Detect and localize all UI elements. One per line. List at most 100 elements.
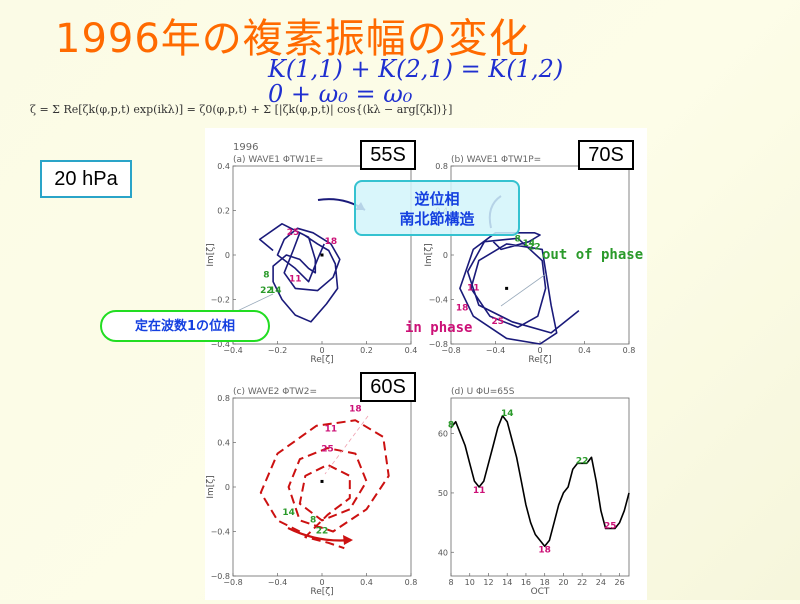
xlabel-1: Re[ζ] — [528, 355, 551, 365]
ytick-label-2-2: 0 — [225, 483, 230, 492]
xtick-label-3-0: 8 — [448, 578, 453, 587]
day-label-0-3: 8 — [263, 270, 269, 280]
xtick-label-1-0: −0.8 — [441, 346, 460, 355]
xtick-label-2-0: −0.8 — [223, 578, 242, 587]
day-label-3-5: 25 — [604, 522, 617, 532]
xtick-label-2-3: 0.4 — [360, 578, 373, 587]
callout-antiphase: 逆位相 南北節構造 — [354, 180, 520, 236]
ytick-label-2-4: 0.8 — [217, 394, 230, 403]
trajectory-line-2 — [259, 419, 390, 550]
xlabel-0: Re[ζ] — [310, 355, 333, 365]
xtick-label-3-5: 18 — [540, 578, 550, 587]
xtick-label-3-9: 26 — [615, 578, 625, 587]
in-phase-label: in phase — [405, 320, 473, 336]
day-label-1-1: 14 — [523, 239, 536, 249]
day-label-0-1: 18 — [325, 237, 338, 247]
xtick-label-3-4: 16 — [521, 578, 531, 587]
xtick-label-1-3: 0.4 — [578, 346, 591, 355]
day-label-3-1: 11 — [473, 486, 486, 496]
day-label-3-3: 18 — [538, 545, 551, 555]
plot-area: (a) WAVE1 ΦTW1E= 1996 −0.4 −0.2 0 0.2 0.4 −0.4−… — [205, 128, 647, 600]
xtick-label-2-2: 0 — [319, 578, 324, 587]
xtick-label-1-4: 0.8 — [623, 346, 636, 355]
center-marker-1 — [505, 286, 509, 290]
day-label-3-2: 14 — [501, 409, 514, 419]
xtick-label-0-1: −0.2 — [268, 346, 287, 355]
day-label-2-2: 25 — [321, 444, 334, 454]
ylabel-0: Im[ζ] — [206, 243, 216, 266]
day-label-2-5: 22 — [316, 527, 329, 537]
ytick-label-0-0: −0.4 — [211, 340, 230, 349]
xlabel-2: Re[ζ] — [310, 587, 333, 597]
day-label-1-2: 22 — [528, 242, 541, 252]
panel-label-2: (c) WAVE2 ΦTW2= — [233, 387, 317, 397]
panel-frame-3 — [450, 397, 630, 577]
ytick-label-3-0: 40 — [438, 548, 448, 557]
ytick-label-1-1: −0.4 — [429, 296, 448, 305]
xtick-label-0-0: −0.4 — [223, 346, 242, 355]
day-label-2-0: 18 — [349, 404, 362, 414]
xtick-label-1-1: −0.4 — [486, 346, 505, 355]
day-label-2-4: 8 — [310, 516, 316, 526]
slide-title: 1996年の複素振幅の変化 — [55, 16, 530, 62]
phase-line-b — [500, 273, 547, 307]
day-label-0-4: 22 — [260, 286, 273, 296]
day-label-1-3: 11 — [467, 284, 480, 294]
ytick-label-1-4: 0.8 — [435, 162, 448, 171]
day-label-1-5: 25 — [491, 317, 504, 327]
ylabel-2: Im[ζ] — [206, 475, 216, 498]
ytick-label-3-2: 60 — [438, 430, 448, 439]
latitude-box-55s: 55S — [360, 140, 416, 170]
day-label-1-4: 18 — [456, 304, 469, 314]
day-label-3-4: 22 — [576, 456, 589, 466]
ytick-label-2-1: −0.4 — [211, 528, 230, 537]
day-label-2-1: 11 — [325, 424, 338, 434]
day-label-0-2: 11 — [289, 275, 302, 285]
zeta-formula: ζ = Σ Re[ζk(φ,p,t) exp(ikλ)] = ζ0(φ,p,t)… — [30, 103, 453, 116]
latitude-box-60s: 60S — [360, 372, 416, 402]
latitude-box-70s: 70S — [578, 140, 634, 170]
panel-label-0: (a) WAVE1 ΦTW1E= — [233, 155, 323, 165]
out-of-phase-label: out of phase — [542, 247, 644, 263]
rotation-arrowhead-c — [343, 535, 353, 545]
xtick-label-3-1: 10 — [465, 578, 475, 587]
xtick-label-1-2: 0 — [537, 346, 542, 355]
panel-label-1: (b) WAVE1 ΦTW1P= — [451, 155, 541, 165]
xtick-label-0-3: 0.2 — [360, 346, 373, 355]
xtick-label-2-4: 0.8 — [405, 578, 418, 587]
ytick-label-1-0: −0.8 — [429, 340, 448, 349]
callout-stationary-phase: 定在波数1の位相 — [100, 310, 270, 342]
year-label: 1996 — [233, 142, 258, 153]
xtick-label-3-7: 22 — [577, 578, 587, 587]
xtick-label-3-3: 14 — [502, 578, 512, 587]
day-label-0-5: 14 — [269, 286, 282, 296]
equation-k: K(1,1) + K(2,1) = K(1,2) — [268, 55, 564, 83]
phase-line-c — [324, 415, 369, 475]
panel-label-3: (d) U ΦU=65S — [451, 387, 515, 397]
panel-frame-2 — [232, 397, 412, 577]
pressure-level-label: 20 hPa — [40, 160, 132, 198]
ytick-label-0-1: −0.2 — [211, 296, 230, 305]
xtick-label-2-1: −0.4 — [268, 578, 287, 587]
day-label-1-0: 8 — [515, 235, 521, 245]
xtick-label-0-4: 0.4 — [405, 346, 418, 355]
trajectory-line-3 — [450, 414, 630, 548]
trajectory-line-0 — [258, 223, 341, 323]
day-label-0-0: 25 — [287, 228, 300, 238]
day-label-2-3: 14 — [282, 508, 295, 518]
center-marker-2 — [320, 479, 324, 483]
ytick-label-2-0: −0.8 — [211, 572, 230, 581]
ytick-label-0-4: 0.4 — [217, 162, 230, 171]
ylabel-1: Im[ζ] — [424, 243, 434, 266]
callout-antiphase-line1: 逆位相 — [414, 190, 460, 208]
xtick-label-3-2: 12 — [483, 578, 493, 587]
equation-omega: 0 + ω₀ = ω₀ — [268, 80, 413, 108]
xtick-label-3-6: 20 — [558, 578, 568, 587]
callout-antiphase-line2: 南北節構造 — [399, 210, 475, 228]
xlabel-3: OCT — [531, 587, 550, 597]
plots-svg: (a) WAVE1 ΦTW1E=1996−0.4 −0.2 0 0.2 0.4−0.4−… — [206, 142, 636, 597]
ytick-label-0-3: 0.2 — [217, 207, 230, 216]
day-label-3-0: 8 — [448, 421, 454, 431]
ytick-label-3-1: 50 — [438, 489, 448, 498]
ytick-label-1-2: 0 — [443, 251, 448, 260]
